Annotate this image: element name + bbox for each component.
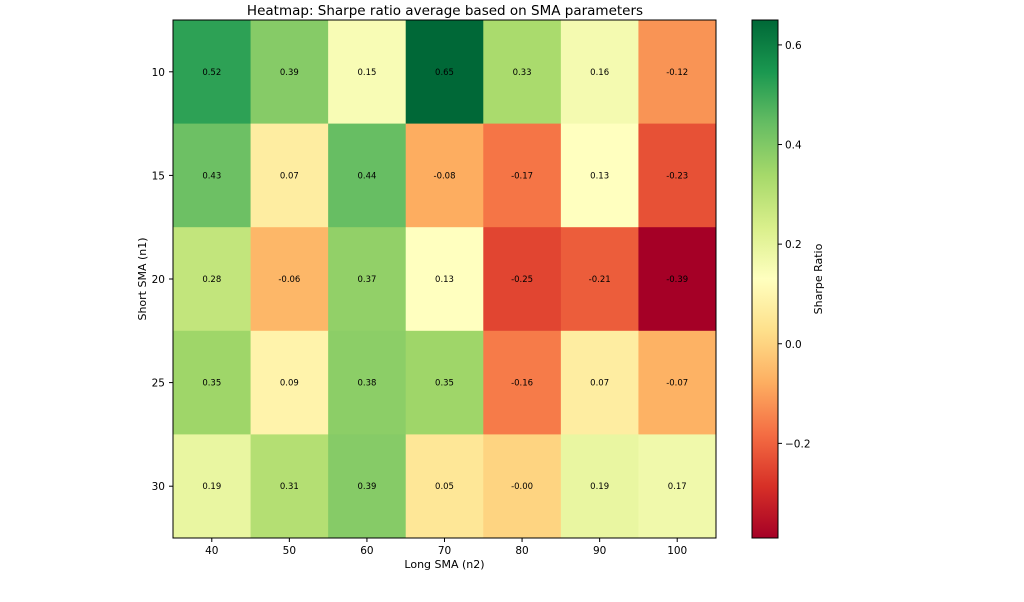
cell-value-label: 0.15 — [357, 68, 376, 78]
cell-value-label: 0.07 — [280, 171, 299, 181]
cell-value-label: 0.17 — [668, 482, 687, 492]
cell-value-label: -0.07 — [666, 379, 688, 389]
cell-value-label: 0.07 — [590, 379, 609, 389]
y-tick-label: 25 — [152, 378, 165, 390]
cell-value-label: 0.39 — [357, 482, 376, 492]
cell-value-label: 0.65 — [435, 68, 454, 78]
heatmap-cell — [560, 330, 639, 435]
cell-value-label: -0.08 — [434, 171, 456, 181]
cell-value-label: 0.38 — [357, 379, 376, 389]
cell-value-label: 0.13 — [590, 171, 609, 181]
cell-value-label: 0.05 — [435, 482, 454, 492]
x-tick-label: 90 — [593, 545, 606, 557]
cell-value-label: 0.19 — [590, 482, 609, 492]
x-tick-label: 40 — [205, 545, 218, 557]
y-tick-label: 10 — [152, 67, 165, 79]
cell-value-label: -0.39 — [666, 275, 688, 285]
cell-value-label: 0.35 — [202, 379, 221, 389]
cell-value-label: -0.25 — [511, 275, 533, 285]
y-axis-label: Short SMA (n1) — [136, 237, 149, 320]
heatmap-cell — [173, 434, 252, 539]
cell-value-label: 0.31 — [280, 482, 299, 492]
x-tick-label: 100 — [667, 545, 687, 557]
heatmap-cell — [560, 123, 639, 228]
heatmap-cell — [328, 20, 407, 125]
x-axis-label: Long SMA (n2) — [404, 558, 484, 571]
heatmap-cell — [638, 330, 717, 435]
cell-value-label: -0.23 — [666, 171, 688, 181]
cell-value-label: 0.52 — [202, 68, 221, 78]
x-tick-label: 70 — [438, 545, 451, 557]
cell-value-label: 0.44 — [357, 171, 376, 181]
heatmap-cell — [638, 123, 717, 228]
x-tick-label: 50 — [283, 545, 296, 557]
heatmap-cell — [483, 20, 562, 125]
heatmap-cell — [405, 20, 484, 125]
heatmap-cell — [250, 227, 329, 332]
cell-value-label: 0.35 — [435, 379, 454, 389]
x-tick-label: 80 — [515, 545, 528, 557]
colorbar — [751, 19, 779, 539]
colorbar-tick-label: 0.4 — [785, 140, 802, 152]
x-axis: 40 50 60 70 80 90 100 — [205, 538, 687, 557]
cell-value-label: -0.17 — [511, 171, 533, 181]
cell-value-label: 0.37 — [357, 275, 376, 285]
cell-value-label: 0.16 — [590, 68, 609, 78]
heatmap-cell — [250, 434, 329, 539]
heatmap-cell — [405, 330, 484, 435]
cell-value-label: 0.28 — [202, 275, 221, 285]
colorbar-tick-label: 0.0 — [785, 339, 802, 351]
colorbar-label: Sharpe Ratio — [812, 243, 825, 314]
heatmap-cell — [483, 123, 562, 228]
cell-value-label: 0.43 — [202, 171, 221, 181]
cell-value-label: 0.39 — [280, 68, 299, 78]
heatmap-cell — [173, 227, 252, 332]
y-tick-label: 30 — [152, 481, 165, 493]
heatmap-cell — [328, 123, 407, 228]
cell-value-label: -0.12 — [666, 68, 688, 78]
cell-value-label: -0.21 — [589, 275, 611, 285]
heatmap-cell — [638, 227, 717, 332]
heatmap-cell — [483, 227, 562, 332]
cell-value-label: 0.33 — [513, 68, 532, 78]
heatmap-cell — [405, 227, 484, 332]
heatmap-cell — [328, 330, 407, 435]
heatmap-cell — [173, 123, 252, 228]
heatmap-cell — [250, 330, 329, 435]
cell-value-label: -0.16 — [511, 379, 533, 389]
heatmap-cell — [483, 434, 562, 539]
heatmap-cell — [405, 123, 484, 228]
cell-value-label: 0.13 — [435, 275, 454, 285]
heatmap-cells — [173, 20, 717, 539]
heatmap-cell — [560, 227, 639, 332]
colorbar-tick-label: 0.2 — [785, 239, 802, 251]
heatmap-cell — [250, 123, 329, 228]
colorbar-tick-label: 0.6 — [785, 40, 802, 52]
cell-value-label: 0.19 — [202, 482, 221, 492]
heatmap-cell — [250, 20, 329, 125]
heatmap-cell — [173, 20, 252, 125]
heatmap-cell — [483, 330, 562, 435]
chart-title: Heatmap: Sharpe ratio average based on S… — [247, 3, 643, 19]
heatmap-cell — [173, 330, 252, 435]
heatmap-cell — [638, 434, 717, 539]
heatmap-cell — [638, 20, 717, 125]
y-tick-label: 15 — [152, 170, 165, 182]
colorbar-tick-label: −0.2 — [785, 438, 811, 450]
y-axis: 10 15 20 25 30 — [152, 67, 173, 493]
cell-value-label: -0.00 — [511, 482, 533, 492]
heatmap-cell — [405, 434, 484, 539]
x-tick-label: 60 — [360, 545, 373, 557]
heatmap-cell — [560, 20, 639, 125]
colorbar-ticks: 0.6 0.4 0.2 0.0 −0.2 — [778, 40, 811, 450]
heatmap-cell — [328, 434, 407, 539]
cell-value-label: -0.06 — [278, 275, 300, 285]
y-tick-label: 20 — [152, 274, 165, 286]
heatmap-cell — [560, 434, 639, 539]
heatmap-cell — [328, 227, 407, 332]
cell-value-label: 0.09 — [280, 379, 299, 389]
cell-labels: 0.52 0.39 0.15 0.65 0.33 0.16 -0.12 0.43 0.07 0.4… — [202, 68, 688, 492]
